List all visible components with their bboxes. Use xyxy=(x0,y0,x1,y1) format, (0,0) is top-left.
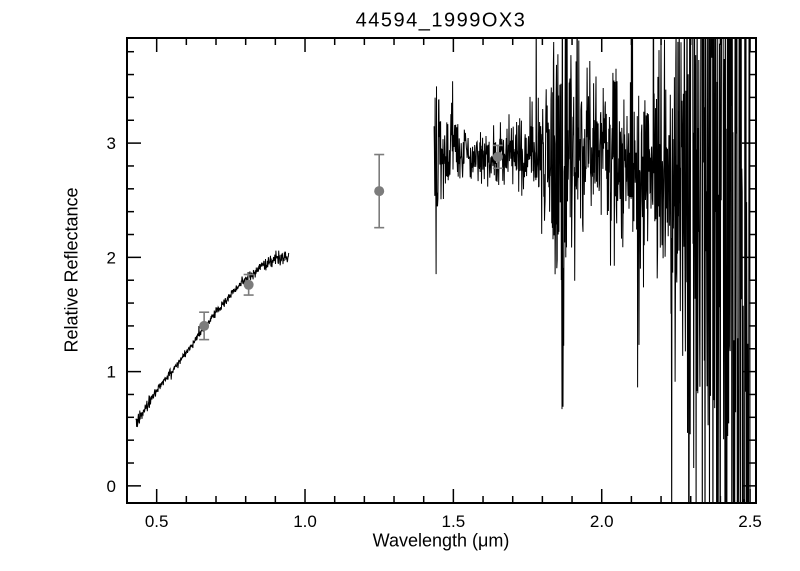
x-axis-label: Wavelength (μm) xyxy=(372,530,510,551)
svg-text:0.5: 0.5 xyxy=(145,512,169,531)
y-axis-label: Relative Reflectance xyxy=(61,187,82,353)
svg-text:3: 3 xyxy=(107,134,116,153)
svg-text:0: 0 xyxy=(107,477,116,496)
svg-text:2.5: 2.5 xyxy=(738,512,762,531)
chart-title: 44594_1999OX3 xyxy=(355,9,527,32)
svg-text:2.0: 2.0 xyxy=(590,512,614,531)
svg-text:1.0: 1.0 xyxy=(293,512,317,531)
svg-text:1: 1 xyxy=(107,363,116,382)
svg-text:2: 2 xyxy=(107,248,116,267)
svg-text:1.5: 1.5 xyxy=(442,512,466,531)
